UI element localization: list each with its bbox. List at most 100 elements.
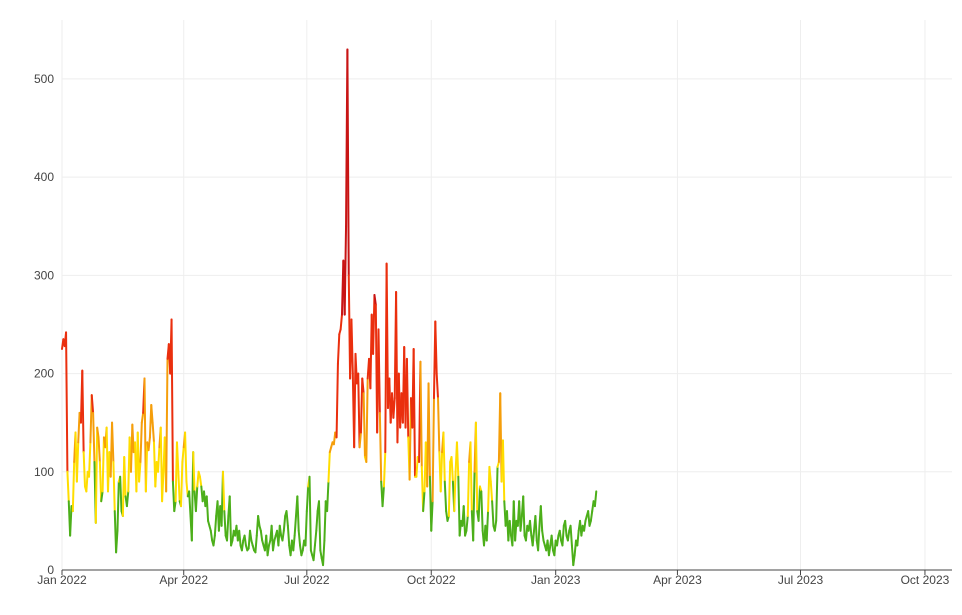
line-segment [427,382,431,478]
line-segment [455,441,460,478]
line-segment [382,451,387,488]
line-segment [221,470,226,513]
line-segment [88,441,92,478]
x-tick-label: Oct 2023 [901,573,950,587]
line-segment [181,446,185,463]
line-segment [140,411,145,424]
line-segment [282,514,287,532]
line-segment [139,421,143,463]
line-segment [528,519,533,537]
line-segment [381,485,385,508]
line-segment [82,451,86,488]
line-segment [462,505,467,537]
line-segment [335,362,339,439]
y-tick-label: 200 [34,367,54,381]
line-segment [377,328,381,414]
line-segment [485,510,490,542]
line-segment [522,495,526,537]
line-segment [541,529,545,542]
line-segment [550,534,554,552]
line-segment [173,500,177,513]
x-tick-label: Jan 2022 [37,573,87,587]
line-segment [362,392,366,459]
line-segment [281,529,285,542]
line-segment [115,529,119,554]
line-segment [65,331,69,473]
line-segment [151,421,155,444]
line-segment [297,529,302,547]
line-segment [439,451,444,493]
line-segment [98,460,103,503]
line-segment [336,333,341,365]
line-segment [308,475,312,552]
line-segment [243,534,247,547]
x-tick-label: Jul 2023 [778,573,824,587]
gridlines [61,20,952,570]
line-segment [583,519,587,532]
line-segment [447,460,452,517]
line-segment [96,426,100,439]
line-segment [266,544,270,557]
line-segment [593,490,598,508]
line-segment [534,514,538,542]
line-segment [508,519,513,537]
line-segment [477,485,481,522]
line-segment [358,431,362,449]
line-segment [319,549,323,560]
line-segment [385,262,389,409]
line-segment [392,397,396,419]
line-segment [97,436,101,463]
line-segment [359,377,364,434]
line-segment [556,534,560,547]
line-segment [537,524,541,552]
line-segment [240,539,245,552]
line-segment [437,397,441,454]
line-segment [501,439,506,503]
line-segment [422,490,426,513]
line-segment [278,524,283,537]
line-segment [564,519,568,537]
line-segment [431,397,435,503]
line-segment [116,480,120,532]
line-segment [226,514,230,542]
line-segment [313,529,318,547]
line-segment [66,470,70,503]
line-segment [480,490,484,532]
line-segment [357,372,361,449]
line-segment [558,529,563,542]
line-segment [430,500,434,532]
line-segment [212,534,216,547]
line-segment [519,514,523,532]
line-segment [326,480,330,513]
x-tick-label: Apr 2023 [653,573,702,587]
line-segment [589,510,594,522]
line-segment [175,441,180,473]
line-segment [365,377,369,463]
line-segment [238,529,242,547]
line-segment [572,554,576,567]
line-segment [343,225,348,316]
line-segment [493,519,498,532]
line-segment [474,421,479,513]
x-tick-label: Jul 2022 [284,573,330,587]
line-segment [213,514,218,537]
line-segment [285,510,289,527]
line-segment [71,460,76,513]
line-segment [450,456,454,483]
line-segment [194,485,199,513]
line-segment [346,48,350,277]
line-segment [177,470,181,503]
x-tick-label: Apr 2022 [159,573,208,587]
line-segment [488,465,492,483]
line-segment [443,480,448,513]
line-segment [138,460,142,483]
line-segment [576,529,580,547]
line-segment [442,431,446,483]
line-segment [435,372,440,400]
line-segment [304,510,308,547]
y-tick-label: 400 [34,170,54,184]
line-segment [412,348,417,478]
line-segment [312,544,316,562]
line-segment [111,421,115,463]
line-segment [150,404,154,424]
